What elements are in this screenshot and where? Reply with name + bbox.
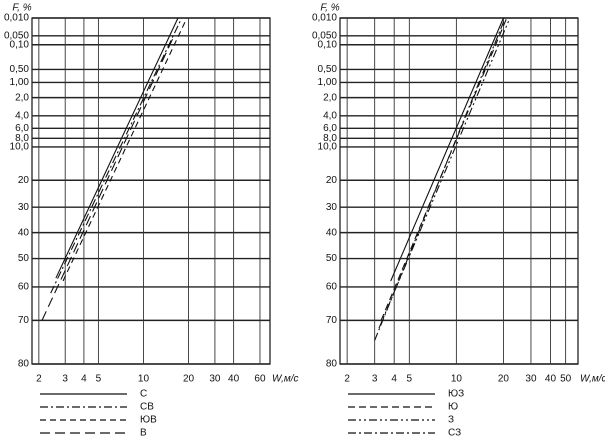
y-tick-label: 0,50 (318, 64, 338, 75)
x-tick-label: 60 (254, 374, 266, 385)
series-line (62, 17, 188, 282)
legend-label: ЮЗ (448, 389, 464, 400)
y-tick-label: 40 (18, 227, 30, 238)
y-tick-label: 70 (18, 315, 30, 326)
y-tick-label: 10,0 (10, 142, 30, 153)
y-tick-label: 6,0 (323, 123, 337, 134)
x-tick-label: 4 (391, 374, 397, 385)
y-tick-label: 1,00 (318, 77, 338, 88)
y-axis-title: F, % (320, 3, 339, 14)
series-line (55, 17, 179, 279)
legend-label: ЮВ (140, 415, 157, 426)
legend-label: З (448, 415, 454, 426)
legend-label: СВ (140, 402, 154, 413)
series-line (380, 17, 508, 321)
x-tick-label: 50 (560, 374, 572, 385)
x-tick-label: 5 (96, 374, 102, 385)
y-tick-label: 70 (326, 315, 338, 326)
x-tick-label: 3 (62, 374, 68, 385)
x-tick-label: 40 (545, 374, 557, 385)
y-tick-label: 6,0 (15, 123, 29, 134)
y-tick-label: 0,10 (318, 39, 338, 50)
y-tick-label: 0,050 (312, 31, 337, 42)
y-axis-title: F, % (12, 3, 31, 14)
y-tick-label: 50 (326, 253, 338, 264)
x-tick-label: 30 (525, 374, 537, 385)
x-tick-label: 40 (228, 374, 240, 385)
series-line (390, 17, 504, 282)
y-tick-label: 0,50 (10, 64, 30, 75)
x-tick-label: 2 (344, 374, 350, 385)
x-tick-label: 4 (81, 374, 87, 385)
y-tick-label: 20 (18, 175, 30, 186)
y-tick-label: 4,0 (323, 110, 337, 121)
x-tick-label: 2 (36, 374, 42, 385)
x-tick-label: 10 (138, 374, 150, 385)
y-tick-label: 30 (326, 202, 338, 213)
y-tick-label: 8,0 (323, 133, 337, 144)
y-tick-label: 80 (18, 359, 30, 370)
x-tick-label: 10 (451, 374, 463, 385)
y-tick-label: 30 (18, 202, 30, 213)
y-tick-label: 60 (18, 282, 30, 293)
x-tick-label: 30 (209, 374, 221, 385)
series-line (378, 17, 511, 329)
y-tick-label: 0,050 (4, 31, 29, 42)
y-tick-label: 1,00 (10, 77, 30, 88)
y-tick-label: 0,010 (312, 13, 337, 24)
y-tick-label: 0,010 (4, 13, 29, 24)
x-tick-label: 3 (372, 374, 378, 385)
y-tick-label: 4,0 (15, 110, 29, 121)
y-tick-label: 80 (326, 359, 338, 370)
y-tick-label: 2,0 (323, 92, 337, 103)
x-tick-label: 5 (407, 374, 413, 385)
x-tick-label: 20 (183, 374, 195, 385)
legend-label: СЗ (448, 428, 461, 436)
series-line (50, 17, 183, 294)
legend-label: С (140, 389, 147, 400)
y-tick-label: 0,10 (10, 39, 30, 50)
y-tick-label: 20 (326, 175, 338, 186)
y-tick-label: 50 (18, 253, 30, 264)
y-tick-label: 8,0 (15, 133, 29, 144)
y-tick-label: 60 (326, 282, 338, 293)
legend-label: Ю (448, 402, 458, 413)
x-axis-title: W,м/с (272, 374, 298, 385)
y-tick-label: 2,0 (15, 92, 29, 103)
y-tick-label: 40 (326, 227, 338, 238)
y-tick-label: 10,0 (318, 142, 338, 153)
x-axis-title: W,м/с (580, 374, 605, 385)
legend-label: В (140, 428, 147, 436)
series-line (374, 17, 506, 341)
series-line (41, 35, 175, 321)
x-tick-label: 20 (498, 374, 510, 385)
